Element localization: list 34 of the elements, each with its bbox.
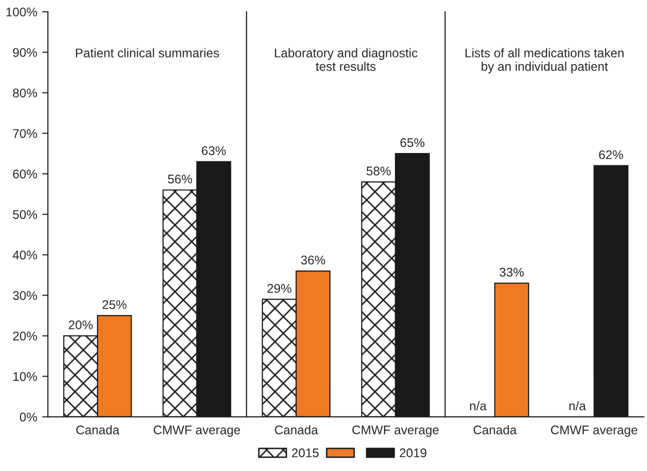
data-label: 20% [68,320,93,330]
y-tick-label: 80% [12,88,38,98]
data-label: 36% [301,256,326,264]
data-label: 65% [400,138,424,148]
x-tick-label: Canada [76,425,120,434]
y-tick-label: 40% [12,250,38,260]
text: Laboratory and diagnostic test results [274,48,418,71]
data-label: 62% [599,150,624,160]
data-label: 63% [202,146,226,156]
x-tick-label: CMWF average [352,426,439,437]
y-tick-label: 20% [13,332,38,340]
y-tick-label: 70% [13,129,38,138]
y-tick-label: 30% [12,291,38,300]
y-tick-label: 0% [20,412,38,422]
y-tick-label: 50% [12,210,38,219]
text: Patient clinical summaries [76,48,219,58]
legend-label: 2019 [400,448,426,458]
x-tick-label: Canada [474,425,517,434]
y-tick-label: 10% [13,372,38,381]
data-label: 33% [500,268,524,277]
y-tick-label: 100% [6,8,38,16]
text: n/a [569,401,586,410]
x-tick-label: CMWF average [550,426,638,437]
data-label: 56% [168,174,192,184]
data-label: 58% [366,166,391,176]
data-label: 29% [267,284,292,293]
y-tick-label: 90% [13,48,38,57]
x-tick-label: Canada [274,425,318,434]
text: Lists of all medications taken by an individual patient [466,48,624,74]
y-tick-label: 60% [13,170,38,178]
x-tick-label: CMWF average [154,426,240,437]
legend-label: 2015 [292,448,319,458]
data-label: 25% [102,300,126,310]
text: n/a [470,401,487,410]
